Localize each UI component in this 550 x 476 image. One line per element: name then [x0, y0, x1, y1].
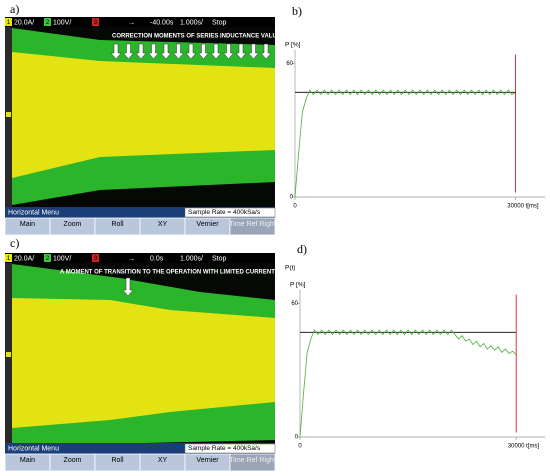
panel-label: a): [10, 2, 19, 16]
annotation: A MOMENT OF TRANSITION TO THE OPERATION …: [60, 270, 275, 276]
menu-title: Horizontal Menu: [8, 209, 59, 216]
menu-button-label[interactable]: Vernier: [196, 221, 219, 228]
panel-label: b): [292, 4, 302, 18]
menu-button[interactable]: [229, 453, 276, 472]
channel-number: 2: [46, 256, 50, 262]
y-axis-label: P [%]: [285, 42, 301, 49]
x-axis-label: t[ms]: [526, 444, 539, 450]
annotation-arrow: [147, 43, 160, 60]
trigger-marker: [6, 112, 11, 117]
channel-badge: [44, 18, 51, 26]
waveform-core: [12, 52, 275, 178]
menu-title: Horizontal Menu: [8, 445, 59, 452]
annotation-arrow: [247, 43, 260, 60]
channel-badge: [92, 254, 99, 262]
sample-rate-box: [184, 443, 276, 454]
annotation-arrow: [235, 43, 247, 60]
menu-button-label[interactable]: Vernier: [196, 457, 219, 464]
menu-button-label[interactable]: Time Ref Right: [229, 221, 275, 228]
arrow: →: [128, 19, 135, 26]
status-text: Stop: [212, 19, 227, 26]
channel-badge: [5, 254, 12, 262]
annotation-arrow: [122, 277, 134, 297]
menu-button[interactable]: [229, 217, 276, 236]
status-text: 20.0A/: [14, 19, 34, 26]
x-tick-label: 30000: [508, 444, 525, 450]
menu-button-label[interactable]: Time Ref Right: [229, 457, 275, 464]
annotation-arrow: [160, 43, 172, 60]
menu-button-label[interactable]: Main: [20, 457, 35, 464]
menu-button-label[interactable]: Main: [20, 221, 35, 228]
arrow: →: [128, 255, 135, 262]
y-tick-label: 0: [295, 435, 299, 441]
menu-button-label[interactable]: Roll: [111, 457, 124, 464]
annotation-arrow: [197, 43, 210, 60]
status-text: 100V/: [53, 255, 71, 262]
y-tick-label: 60: [291, 301, 298, 307]
status-text: Stop: [212, 255, 227, 262]
menu-bar: [5, 207, 275, 218]
channel-number: 2: [46, 20, 50, 26]
annotation-arrow: [122, 43, 135, 60]
annotation-arrow: [210, 43, 222, 60]
menu-button-label[interactable]: Zoom: [64, 221, 82, 228]
sample-rate-box: [184, 207, 276, 218]
y-tick-label: 60: [286, 61, 293, 67]
x-tick-label: 0: [293, 204, 297, 210]
channel-badge: [5, 18, 12, 26]
series-line: [299, 329, 517, 438]
status-text: 20.0A/: [14, 255, 34, 262]
sample-rate: Sample Rate = 400kSa/s: [188, 445, 261, 452]
trigger-marker: [6, 352, 11, 357]
annotation: CORRECTION MOMENTS OF SERIES INDUCTANCE …: [112, 34, 281, 40]
x-tick-label: 30000: [507, 204, 524, 210]
menu-button-label[interactable]: Zoom: [64, 457, 82, 464]
channel-badge: [92, 18, 99, 26]
status-bar: [5, 253, 275, 263]
x-tick-label: 0: [298, 444, 302, 450]
channel-number: 1: [7, 256, 11, 262]
menu-button-label[interactable]: XY: [158, 457, 168, 464]
annotation-arrow: [260, 43, 272, 60]
status-text: -40.00s: [150, 19, 174, 26]
annotation-arrow: [172, 43, 185, 60]
annotation-arrow: [222, 43, 235, 60]
status-bar: [5, 17, 275, 27]
y-axis-label: P [%]: [290, 282, 306, 289]
panel-label: c): [10, 236, 19, 250]
status-text: 1.000s/: [180, 255, 203, 262]
status-text: 100V/: [53, 19, 71, 26]
annotation-arrow: [135, 43, 147, 60]
chart-title: P(t): [285, 265, 295, 272]
menu-bar: [5, 443, 275, 454]
menu-button-label[interactable]: Roll: [111, 221, 124, 228]
x-axis-label: t[ms]: [526, 204, 539, 210]
waveform-core: [12, 298, 275, 428]
annotation-arrow: [110, 43, 122, 60]
channel-number: 1: [7, 20, 11, 26]
channel-badge: [44, 254, 51, 262]
sample-rate: Sample Rate = 400kSa/s: [188, 209, 261, 216]
status-text: 1.000s/: [180, 19, 203, 26]
channel-number: 3: [94, 20, 98, 26]
series-line: [294, 89, 516, 198]
y-tick-label: 0: [290, 195, 294, 201]
panel-label: d): [297, 242, 307, 256]
channel-number: 3: [94, 256, 98, 262]
status-text: 0.0s: [150, 255, 164, 262]
menu-button-label[interactable]: XY: [158, 221, 168, 228]
annotation-arrow: [185, 43, 197, 60]
